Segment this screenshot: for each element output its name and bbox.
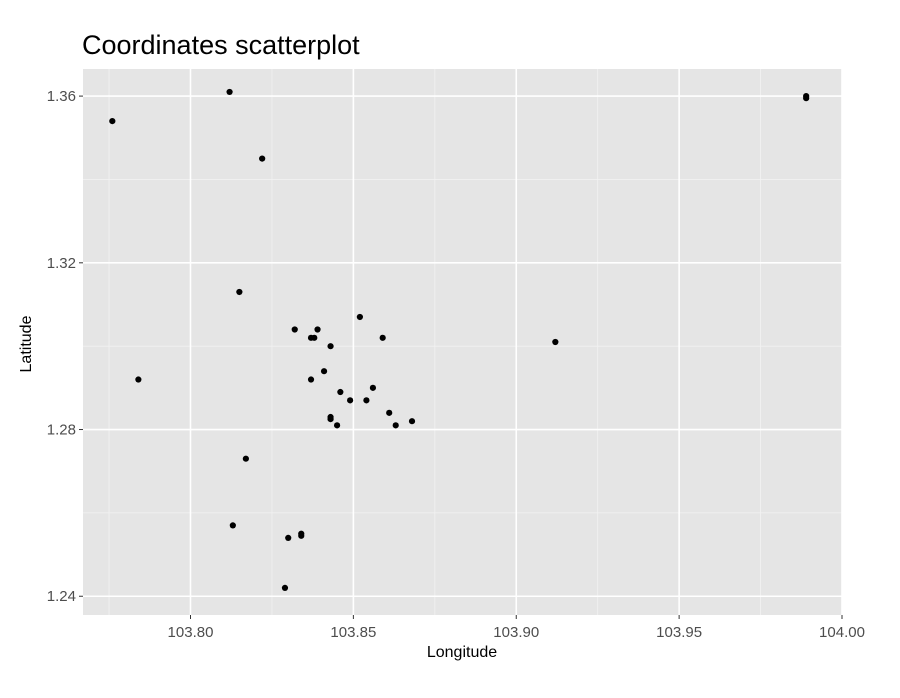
data-point bbox=[109, 117, 116, 125]
data-point bbox=[236, 288, 243, 296]
data-point bbox=[333, 422, 341, 429]
x-tick-label: 103.80 bbox=[168, 624, 214, 641]
data-point bbox=[307, 334, 315, 341]
data-point bbox=[327, 343, 334, 350]
plot-panel bbox=[83, 69, 842, 615]
data-point bbox=[285, 534, 292, 541]
data-point bbox=[314, 326, 321, 333]
data-points bbox=[109, 88, 810, 592]
x-tick-label: 103.95 bbox=[656, 624, 702, 641]
y-tick-label: 1.32 bbox=[47, 255, 76, 272]
data-point bbox=[229, 522, 236, 529]
y-tick-label: 1.28 bbox=[47, 422, 76, 439]
data-point bbox=[291, 326, 298, 333]
x-axis: 103.80 103.85 103.90 103.95 104.00 bbox=[168, 615, 865, 641]
minor-gridlines bbox=[83, 69, 842, 615]
data-point bbox=[337, 388, 344, 396]
y-axis: 1.24 1.28 1.32 1.36 bbox=[47, 88, 83, 605]
data-point bbox=[320, 368, 328, 375]
x-tick-label: 104.00 bbox=[819, 624, 865, 641]
data-point bbox=[226, 88, 233, 96]
data-point bbox=[369, 384, 377, 391]
x-tick-label: 103.85 bbox=[330, 624, 376, 641]
y-axis-label: Latitude bbox=[18, 315, 35, 372]
data-point bbox=[379, 334, 386, 341]
y-tick-label: 1.36 bbox=[47, 88, 76, 105]
data-point bbox=[281, 584, 289, 592]
data-point bbox=[392, 422, 399, 429]
data-point bbox=[259, 155, 266, 162]
data-point bbox=[307, 376, 315, 383]
data-point bbox=[298, 532, 305, 539]
data-point bbox=[363, 397, 370, 404]
x-axis-label: Longitude bbox=[427, 644, 497, 661]
data-point bbox=[803, 95, 810, 102]
data-point bbox=[386, 409, 393, 416]
data-point bbox=[356, 313, 363, 321]
x-tick-label: 103.90 bbox=[493, 624, 539, 641]
data-point bbox=[408, 418, 416, 425]
data-point bbox=[242, 455, 249, 462]
data-point bbox=[347, 397, 354, 404]
data-point bbox=[327, 416, 334, 423]
data-point bbox=[135, 376, 142, 383]
y-tick-label: 1.24 bbox=[47, 588, 76, 605]
major-gridlines bbox=[83, 69, 843, 615]
data-point bbox=[552, 338, 559, 346]
chart-title: Coordinates scatterplot bbox=[82, 30, 360, 60]
